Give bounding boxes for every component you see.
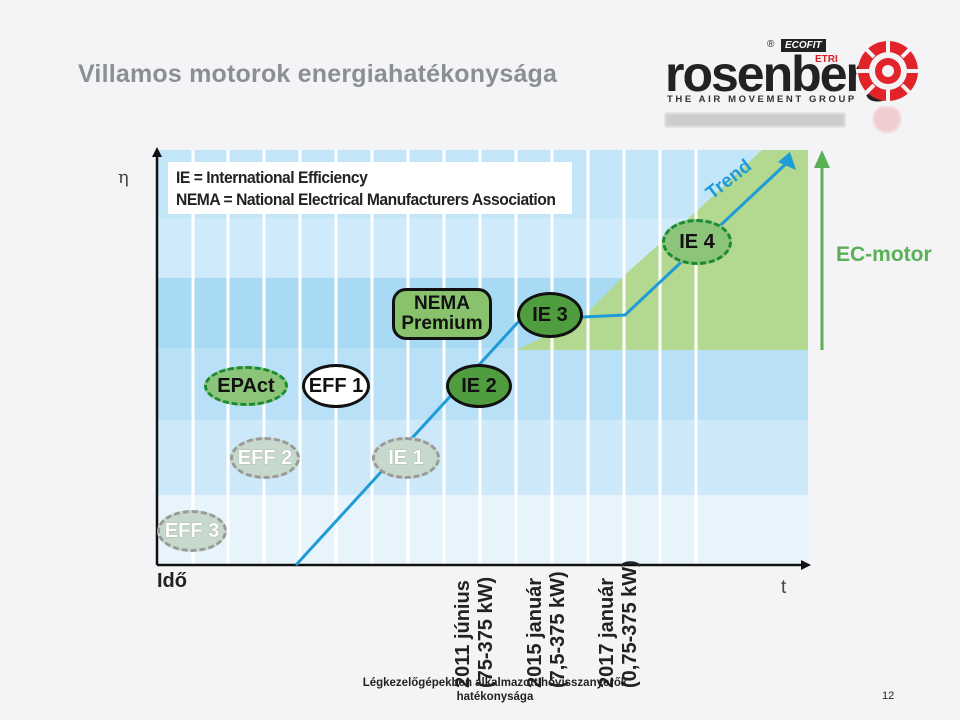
badge-eff2: EFF 2 bbox=[230, 437, 300, 479]
slide-title: Villamos motorok energiahatékonysága bbox=[78, 60, 558, 88]
badge-ie4: IE 4 bbox=[662, 219, 732, 265]
logo-tagline: THE AIR MOVEMENT GROUP bbox=[667, 94, 857, 105]
ec-motor-label: EC-motor bbox=[836, 243, 932, 266]
logo-wordmark: rosenberg bbox=[665, 46, 894, 102]
badge-ie3: IE 3 bbox=[517, 292, 583, 338]
page-number: 12 bbox=[882, 690, 895, 702]
time-axis-label: Idő bbox=[157, 570, 187, 592]
date-label-2017: 2017 január (0,75-375 kW) bbox=[596, 560, 642, 688]
date-2011-line2: (75-375 kW) bbox=[475, 576, 497, 688]
badge-ie1: IE 1 bbox=[372, 437, 440, 479]
efficiency-axis-symbol: η bbox=[118, 167, 129, 188]
date-2017-line2: (0,75-375 kW) bbox=[619, 560, 641, 688]
date-label-2011: 2011 június (75-375 kW) bbox=[452, 577, 498, 688]
time-axis-symbol: t bbox=[781, 577, 787, 598]
trend-arrowhead bbox=[778, 152, 796, 170]
date-2011-line1: 2011 június bbox=[452, 580, 474, 688]
ec-motor-arrowhead bbox=[814, 150, 830, 168]
date-2015-line1: 2015 január bbox=[524, 577, 546, 688]
badge-eff1: EFF 1 bbox=[302, 364, 370, 408]
registered-mark: ® bbox=[767, 39, 775, 50]
nema-line-1: NEMA bbox=[414, 293, 470, 314]
etri-label: ETRI bbox=[815, 54, 838, 65]
fan-wheel-icon bbox=[856, 39, 920, 103]
footer-text: Légkezelőgépekben alkalmazott hővisszany… bbox=[362, 677, 628, 703]
ecofit-badge: ECOFIT bbox=[781, 39, 826, 52]
logo-reflection bbox=[665, 107, 901, 133]
badge-epact: EPAct bbox=[204, 366, 288, 406]
legend-ie: IE = International Efficiency bbox=[176, 168, 368, 187]
nema-line-2: Premium bbox=[401, 313, 483, 334]
date-2017-line1: 2017 január bbox=[596, 577, 618, 688]
legend-box: IE = International Efficiency NEMA = Nat… bbox=[168, 162, 572, 214]
badge-nema-premium: NEMA Premium bbox=[392, 288, 492, 340]
green-area bbox=[516, 150, 808, 350]
badge-eff3: EFF 3 bbox=[157, 510, 227, 552]
date-label-2015: 2015 január (7,5-375 kW) bbox=[524, 571, 570, 688]
band-6 bbox=[157, 495, 808, 565]
rosenberg-logo: rosenberg ® ECOFIT ETRI THE AIR MOVEMENT… bbox=[665, 35, 930, 145]
date-2015-line2: (7,5-375 kW) bbox=[547, 571, 569, 688]
badge-ie2: IE 2 bbox=[446, 364, 512, 408]
legend-nema: NEMA = National Electrical Manufacturers… bbox=[176, 190, 556, 209]
